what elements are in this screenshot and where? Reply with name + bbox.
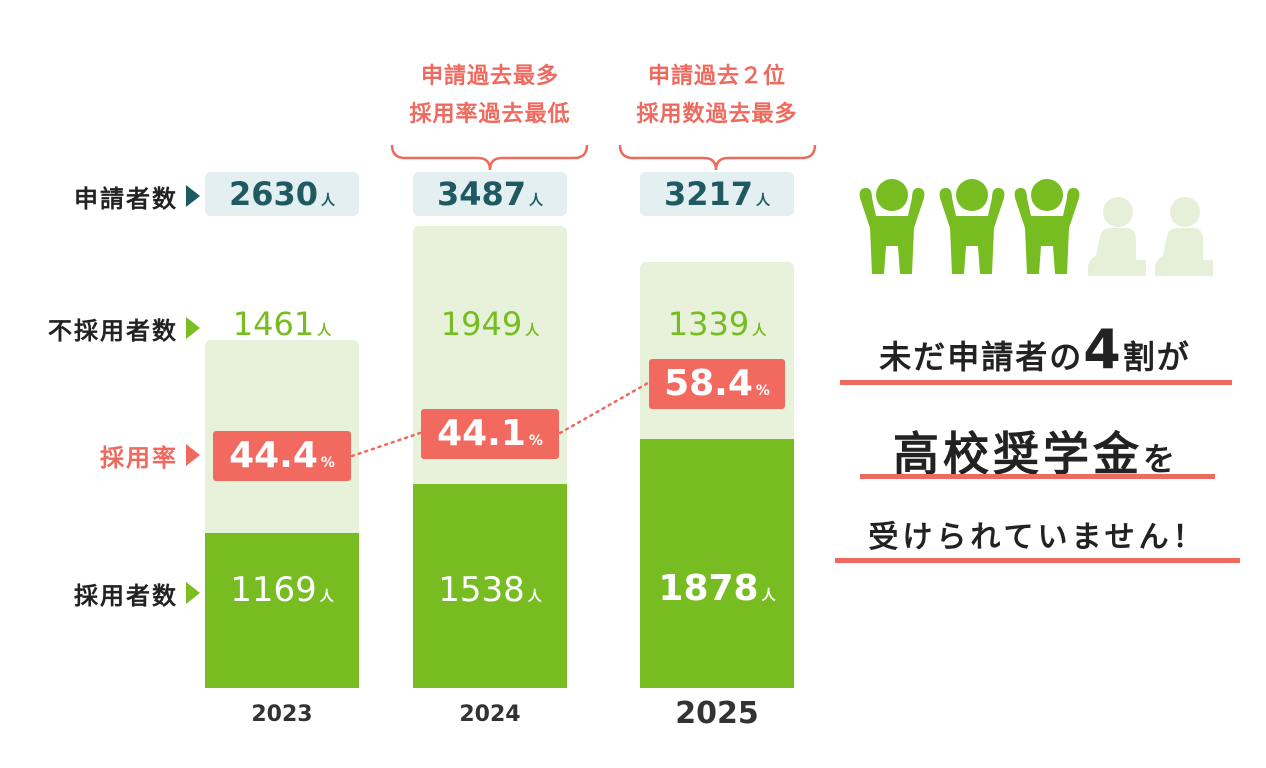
- percent-unit: %: [755, 383, 770, 399]
- unit-label: 人: [756, 193, 771, 209]
- callout-2025-line2: 採用数過去最多: [636, 102, 798, 127]
- rate-2025: 58.4 %: [649, 359, 785, 409]
- row-label-rejected-text: 不採用者数: [48, 316, 178, 345]
- message-line1-a: 未だ申請者の: [879, 338, 1084, 376]
- rejected-2023: 1461 人: [205, 305, 359, 343]
- row-label-rate: 採用率: [0, 437, 200, 473]
- rejected-2024: 1949 人: [413, 305, 567, 343]
- message-line2-b: を: [1142, 440, 1179, 478]
- adopted-value: 1538: [438, 570, 525, 610]
- row-label-applicants: 申請者数: [0, 178, 200, 214]
- applicants-2024: 3487 人: [413, 172, 567, 216]
- unit-label: 人: [529, 193, 544, 209]
- message-line-2: 高校奨学金を: [840, 418, 1232, 484]
- bar-fill-2024: [413, 484, 567, 688]
- message-line-1: 未だ申請者の4割が: [835, 323, 1235, 378]
- applicants-value: 3217: [663, 175, 754, 213]
- brace-2025: [618, 144, 817, 171]
- unit-label: 人: [525, 323, 540, 339]
- rejected-2025: 1339 人: [640, 305, 794, 343]
- rejected-value: 1339: [667, 305, 750, 343]
- triangle-right-icon: [186, 317, 200, 339]
- applicants-value: 2630: [228, 175, 319, 213]
- unit-label: 人: [321, 193, 336, 209]
- row-label-rate-text: 採用率: [100, 443, 178, 472]
- row-label-rejected: 不採用者数: [0, 310, 200, 346]
- adopted-value: 1878: [658, 568, 759, 609]
- row-label-adopted-text: 採用者数: [74, 581, 178, 610]
- unit-label: 人: [319, 589, 334, 605]
- bar-fill-2025: [640, 439, 794, 688]
- rate-value: 44.4: [229, 435, 318, 476]
- rejected-value: 1461: [232, 305, 315, 343]
- message-line2-a: 高校奨学金: [892, 427, 1143, 481]
- unit-label: 人: [317, 323, 332, 339]
- message-line1-number: 4: [1083, 318, 1123, 381]
- callout-2025: 申請過去２位 採用数過去最多: [617, 58, 817, 134]
- year-2025: 2025: [675, 696, 759, 731]
- callout-2025-line1: 申請過去２位: [647, 64, 786, 89]
- callout-2024-line1: 申請過去最多: [420, 64, 559, 89]
- person-success-icon: [1014, 179, 1080, 274]
- message-line1-b: 割が: [1122, 338, 1191, 376]
- callout-braces: [390, 144, 817, 171]
- message-underline-3: [835, 558, 1240, 563]
- person-sitting-icon: [1088, 197, 1146, 276]
- bar-fill-2023: [205, 533, 359, 688]
- rate-connector-line-2: [558, 381, 650, 435]
- adopted-2025: 1878 人: [640, 568, 794, 609]
- triangle-right-icon: [186, 582, 200, 604]
- rate-2023: 44.4 %: [213, 431, 351, 481]
- year-2024: 2024: [459, 702, 521, 727]
- callout-2024-line2: 採用率過去最低: [409, 102, 571, 127]
- unit-label: 人: [761, 588, 776, 604]
- rate-value: 58.4: [664, 363, 753, 404]
- applicants-value: 3487: [436, 175, 527, 213]
- row-label-applicants-text: 申請者数: [74, 184, 178, 213]
- message-line-3: 受けられていません！: [868, 520, 1207, 555]
- triangle-right-icon: [186, 444, 200, 466]
- unit-label: 人: [752, 323, 767, 339]
- message-underline-2: [860, 474, 1215, 479]
- adopted-value: 1169: [230, 570, 317, 610]
- applicants-2025: 3217 人: [640, 172, 794, 216]
- row-label-adopted: 採用者数: [0, 575, 200, 611]
- triangle-right-icon: [186, 185, 200, 207]
- person-success-icon: [859, 179, 925, 274]
- adopted-2024: 1538 人: [413, 570, 567, 610]
- brace-2024: [390, 144, 589, 171]
- callout-2024: 申請過去最多 採用率過去最低: [390, 58, 590, 134]
- percent-unit: %: [528, 433, 543, 449]
- rate-value: 44.1: [437, 413, 526, 454]
- message-underline-1: [840, 380, 1232, 385]
- percent-unit: %: [320, 455, 335, 471]
- adopted-2023: 1169 人: [205, 570, 359, 610]
- rejected-value: 1949: [440, 305, 523, 343]
- rate-connector-line-1: [350, 431, 422, 458]
- applicants-2023: 2630 人: [205, 172, 359, 216]
- person-success-icon: [939, 179, 1005, 274]
- person-sitting-icon: [1155, 197, 1213, 276]
- rate-2024: 44.1 %: [421, 409, 559, 459]
- people-icons: [859, 179, 1213, 276]
- year-2023: 2023: [251, 702, 313, 727]
- unit-label: 人: [527, 589, 542, 605]
